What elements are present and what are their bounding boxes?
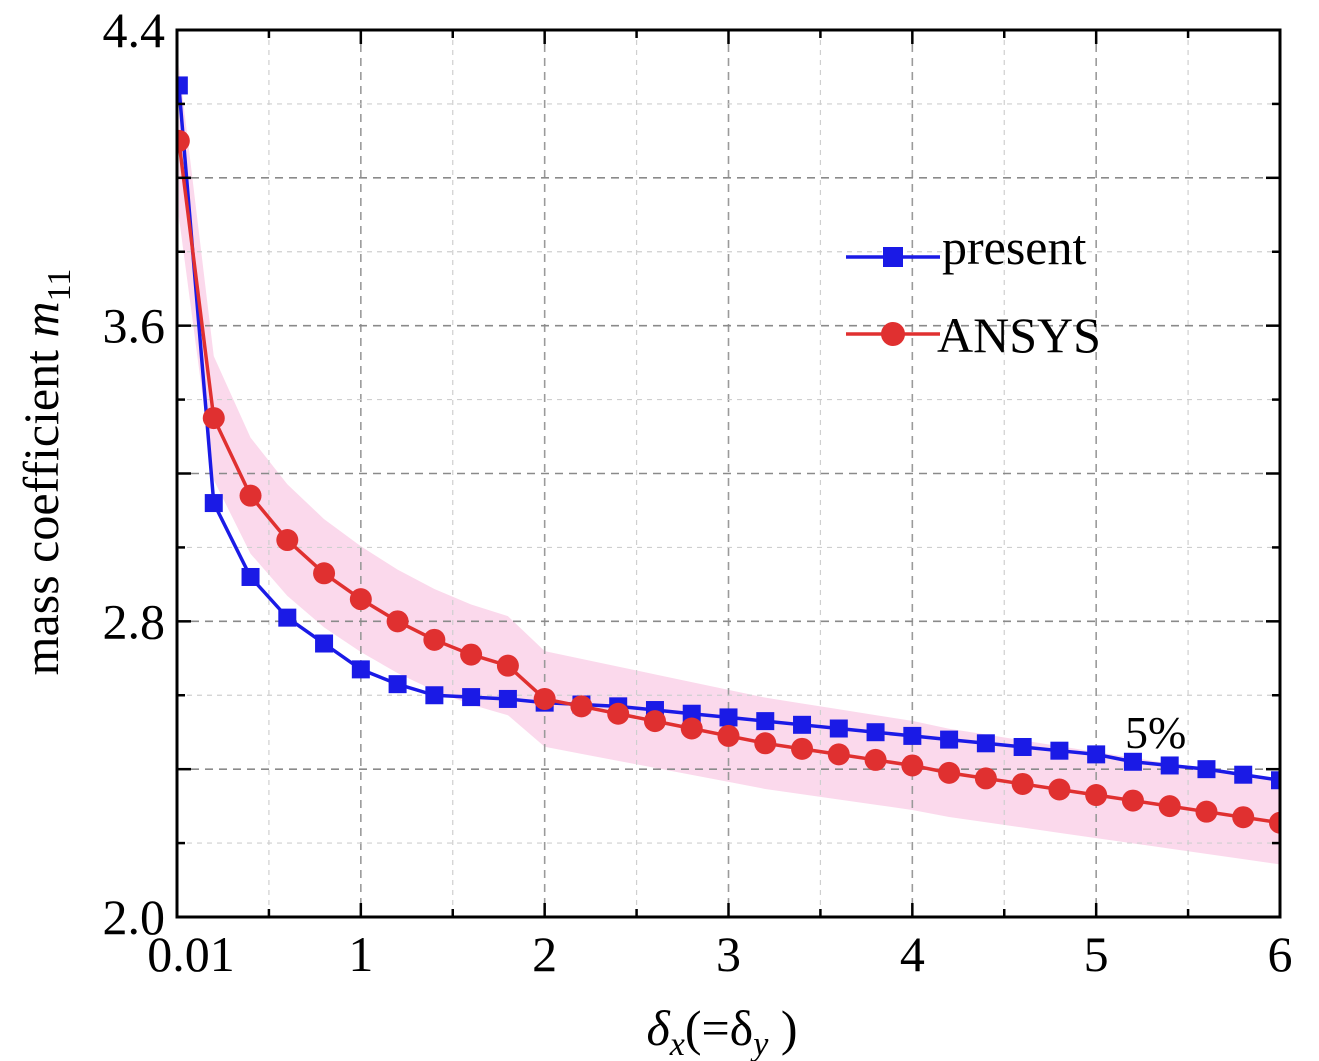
y-axis-title-var: m [13,301,69,337]
data-point-ansys [1269,811,1280,834]
data-point-present [1123,752,1142,771]
data-point-present [1197,760,1216,779]
data-point-ansys [1158,795,1181,818]
data-point-ansys [570,695,593,718]
data-point-present [315,634,334,653]
series-line-present [177,85,1280,782]
data-point-ansys [276,529,299,552]
x-tick-label: 6 [1268,926,1293,982]
x-axis-title-delta1: δ [646,1000,670,1056]
x-tick-label: 5 [1084,926,1109,982]
data-point-present [425,686,444,705]
series-layer [177,76,1280,834]
data-point-ansys [754,732,777,755]
data-point-present [756,712,775,731]
data-point-ansys [717,724,740,747]
data-point-ansys [864,748,887,771]
data-point-present [204,494,223,513]
data-point-ansys [791,737,814,760]
data-point-present [1271,771,1280,790]
data-point-ansys [533,687,556,710]
data-point-present [719,708,738,727]
grid [177,30,1280,917]
data-point-present [177,76,188,95]
tolerance-band-area [178,65,1280,865]
x-tick-label: 1 [348,926,373,982]
data-point-ansys [607,702,630,725]
data-point-present [241,567,260,586]
data-point-ansys [1121,789,1144,812]
data-point-ansys [1195,800,1218,823]
data-point-ansys [938,761,961,784]
data-point-present [682,704,701,723]
data-point-present [1234,765,1253,784]
data-point-present [278,608,297,627]
data-point-present [1087,745,1106,764]
data-point-present [976,734,995,753]
data-point-ansys [177,129,190,152]
data-point-ansys [827,743,850,766]
data-point-ansys [901,754,924,777]
y-axis-title: mass coefficient m11 [13,269,78,676]
data-point-present [940,730,959,749]
data-point-ansys [239,484,262,507]
data-point-ansys [1232,806,1255,829]
data-point-ansys [423,628,446,651]
x-axis-title-middle: (=δ [685,1000,753,1056]
data-point-ansys [1085,784,1108,807]
tolerance-band [178,65,1280,865]
legend-present-marker [883,247,903,267]
x-axis-title-sub2: y [750,1026,769,1061]
data-point-present [351,660,370,679]
y-tick-label: 4.4 [103,2,166,58]
data-point-ansys [643,710,666,733]
data-point-present [498,689,517,708]
x-axis-title-suffix: ) [768,1000,797,1056]
x-tick-label: 2 [532,926,557,982]
legend: present ANSYS [846,219,1101,363]
y-tick-label: 2.8 [103,593,166,649]
y-tick-label: 2.0 [103,889,166,945]
data-point-ansys [974,767,997,790]
legend-ansys-label: ANSYS [937,307,1101,363]
data-point-ansys [496,654,519,677]
data-point-ansys [349,588,372,611]
band-annotation: 5% [1125,707,1186,758]
data-point-present [793,715,812,734]
data-point-present [1160,756,1179,775]
y-axis-title-text: mass coefficient [13,338,69,676]
x-axis-title-sub1: x [669,1026,685,1061]
data-point-ansys [313,562,336,585]
axis-ticks: 0.01 1 2 3 4 5 6 2.0 2.8 3.6 4.4 [103,2,1293,982]
y-axis-title-sub: 11 [41,269,78,302]
data-point-present [1013,737,1032,756]
x-tick-label: 3 [716,926,741,982]
x-tick-label: 4 [900,926,925,982]
x-axis-title: δx(=δy ) [646,1000,797,1061]
data-point-present [1050,741,1069,760]
data-point-present [462,688,481,707]
x-tick-label: 0.01 [147,926,235,982]
data-point-present [388,675,407,694]
legend-ansys-marker [881,322,905,346]
y-tick-label: 3.6 [103,298,166,354]
legend-present-label: present [942,219,1086,275]
data-point-ansys [386,610,409,633]
data-point-present [866,723,885,742]
data-point-ansys [1011,772,1034,795]
data-point-ansys [460,643,483,666]
data-point-ansys [202,407,225,430]
data-point-ansys [680,717,703,740]
data-point-ansys [1048,778,1071,801]
data-point-present [903,726,922,745]
data-point-present [829,719,848,738]
